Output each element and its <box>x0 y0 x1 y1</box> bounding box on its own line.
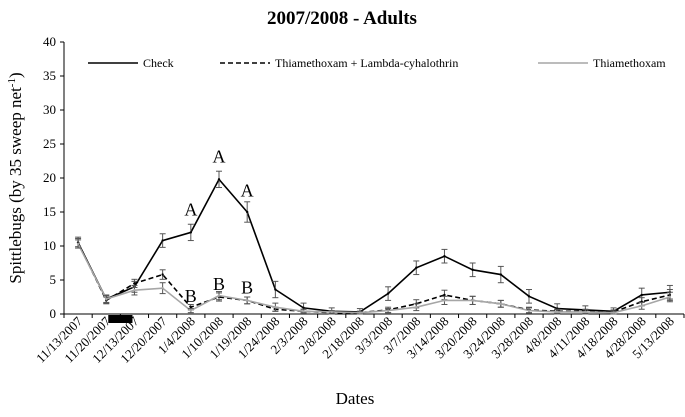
data-point <box>217 178 221 181</box>
significance-label: A <box>241 180 254 200</box>
data-point <box>527 309 531 312</box>
y-axis-title: Spittlebugs (by 35 sweep net-1) <box>6 72 25 283</box>
data-point <box>443 299 446 302</box>
data-point <box>527 295 531 298</box>
y-tick-label: 5 <box>50 272 57 287</box>
data-point <box>640 304 643 308</box>
data-point <box>133 289 136 292</box>
legend-label: Check <box>143 56 174 70</box>
data-point <box>612 311 615 314</box>
data-point <box>133 282 136 285</box>
data-point <box>443 293 446 297</box>
significance-label: A <box>184 199 197 219</box>
data-point <box>245 299 249 302</box>
data-point <box>302 310 305 313</box>
y-axis-ticks: 0 5 10 15 20 25 30 35 40 <box>43 34 64 321</box>
significance-label: A <box>213 146 226 166</box>
series-0 <box>75 170 673 315</box>
data-point <box>274 306 277 309</box>
y-tick-label: 40 <box>43 34 56 49</box>
data-point <box>499 302 503 305</box>
data-point <box>386 309 390 312</box>
data-point <box>161 286 164 290</box>
data-point <box>76 242 80 246</box>
data-point <box>274 288 277 291</box>
data-point <box>415 266 418 269</box>
data-point <box>330 310 333 314</box>
legend: Check Thiamethoxam + Lambda-cyhalothrin Th… <box>88 56 666 70</box>
data-point <box>189 309 193 312</box>
y-tick-label: 10 <box>43 238 56 253</box>
annotation-layer: A B A B A B <box>184 146 253 305</box>
legend-label: Thiamethoxam + Lambda-cyhalothrin <box>275 56 458 70</box>
legend-label: Thiamethoxam <box>593 56 666 70</box>
chart-title: 2007/2008 - Adults <box>267 8 417 29</box>
series-layer <box>75 170 673 315</box>
treatment-period-bar <box>108 315 133 323</box>
significance-label: B <box>241 278 253 298</box>
series-line <box>77 177 670 313</box>
data-point <box>555 310 559 314</box>
series-2 <box>75 239 673 315</box>
y-axis-title-main: Spittlebugs (by 35 sweep net <box>6 87 25 284</box>
y-axis-title-close: ) <box>6 72 25 78</box>
x-axis-ticks: 11/13/200711/20/200712/13/200712/20/2007… <box>33 313 685 366</box>
data-point <box>358 311 362 314</box>
series-line <box>77 243 671 314</box>
data-point <box>245 210 249 214</box>
data-point <box>161 273 164 276</box>
y-tick-label: 25 <box>43 136 56 151</box>
data-point <box>302 306 305 310</box>
significance-label: B <box>185 286 197 306</box>
y-tick-label: 30 <box>43 102 56 117</box>
data-point <box>443 255 446 258</box>
data-point <box>584 310 587 314</box>
data-point <box>499 273 503 276</box>
y-tick-label: 0 <box>50 306 57 321</box>
data-point <box>386 292 390 295</box>
data-point <box>105 297 108 301</box>
data-point <box>415 306 418 309</box>
data-point <box>668 295 672 299</box>
y-tick-label: 15 <box>43 204 56 219</box>
data-point <box>471 268 474 271</box>
data-point <box>161 239 164 242</box>
y-tick-label: 20 <box>43 170 56 185</box>
significance-label: B <box>213 274 225 294</box>
x-axis-title: Dates <box>336 389 375 408</box>
data-point <box>217 294 221 297</box>
y-axis-title-superscript: -1 <box>6 78 18 87</box>
data-point <box>471 299 474 302</box>
data-point <box>189 306 193 309</box>
data-point <box>640 293 643 297</box>
data-point <box>189 231 193 234</box>
y-tick-label: 35 <box>43 68 56 83</box>
